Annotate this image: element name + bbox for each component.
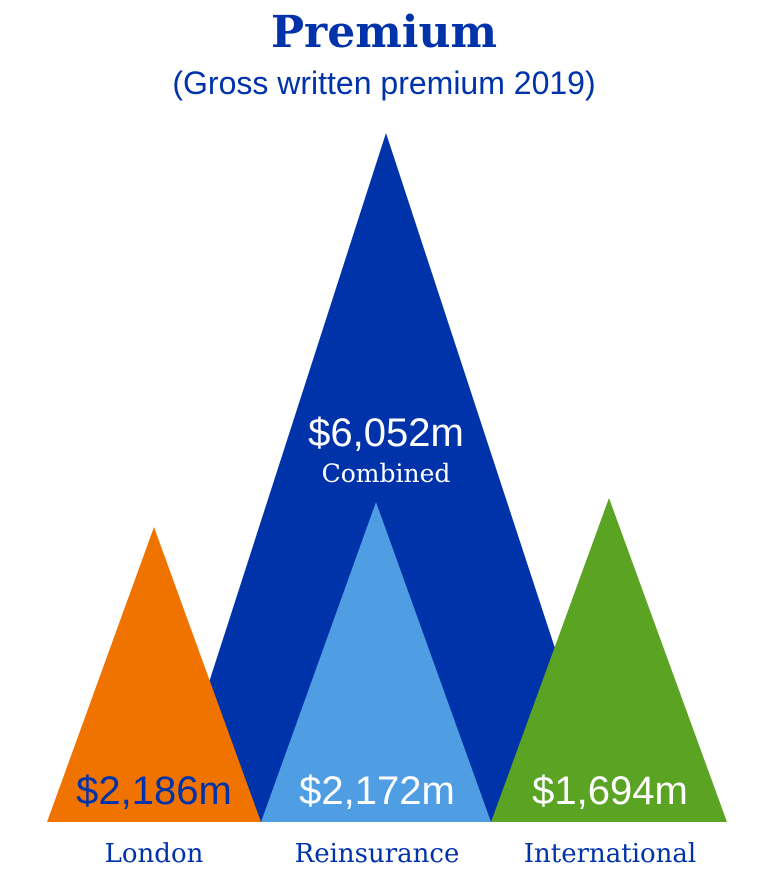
international-triangle	[491, 498, 727, 822]
international-value-label: $1,694m	[532, 769, 688, 813]
london-value-label: $2,186m	[76, 769, 232, 813]
international-category-label: International	[524, 839, 697, 869]
london-triangle	[47, 527, 261, 822]
combined-value-label: $6,052m	[308, 411, 464, 455]
reinsurance-category-label: Reinsurance	[295, 839, 460, 869]
combined-label: Combined	[322, 459, 451, 488]
reinsurance-value-label: $2,172m	[299, 769, 455, 813]
reinsurance-triangle	[261, 502, 491, 822]
london-category-label: London	[105, 839, 204, 869]
chart-title: Premium	[271, 7, 497, 58]
chart-subtitle: (Gross written premium 2019)	[172, 65, 595, 101]
combined-triangle	[164, 133, 612, 822]
segments-layer: $2,186m London $2,172m Reinsurance $1,694m In…	[47, 498, 727, 869]
